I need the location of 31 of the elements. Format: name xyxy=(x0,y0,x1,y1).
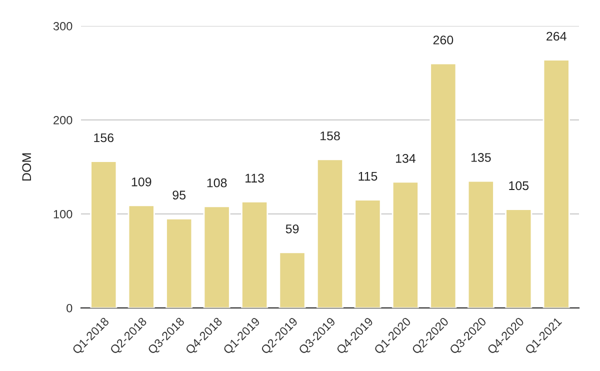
bar xyxy=(278,252,306,308)
data-label: 260 xyxy=(433,36,454,44)
data-label: 134 xyxy=(396,154,416,163)
data-label: 108 xyxy=(207,178,227,188)
bar xyxy=(203,206,230,308)
y-tick-label: 0 xyxy=(66,304,72,312)
data-label: 95 xyxy=(172,190,186,200)
data-label: 105 xyxy=(509,181,529,190)
y-tick-label: 200 xyxy=(54,116,72,124)
bar xyxy=(241,201,268,308)
data-label: 113 xyxy=(246,174,264,183)
bar xyxy=(505,208,532,308)
bar xyxy=(542,59,570,308)
bar xyxy=(430,62,457,308)
data-label: 158 xyxy=(320,131,340,140)
y-axis-title: DOM xyxy=(22,153,32,181)
y-tick-label: 100 xyxy=(54,210,72,218)
bar xyxy=(354,199,382,308)
bar xyxy=(166,218,193,308)
data-label: 109 xyxy=(132,177,152,186)
bar xyxy=(467,180,494,308)
data-label: 135 xyxy=(471,153,491,162)
bar xyxy=(316,158,344,308)
data-label: 115 xyxy=(358,172,378,181)
bar xyxy=(392,181,419,308)
bar xyxy=(90,160,118,308)
data-label: 156 xyxy=(94,133,114,142)
data-label: 59 xyxy=(286,224,299,234)
data-label: 264 xyxy=(546,32,566,41)
bar xyxy=(128,204,155,308)
y-tick-label: 300 xyxy=(53,22,72,30)
